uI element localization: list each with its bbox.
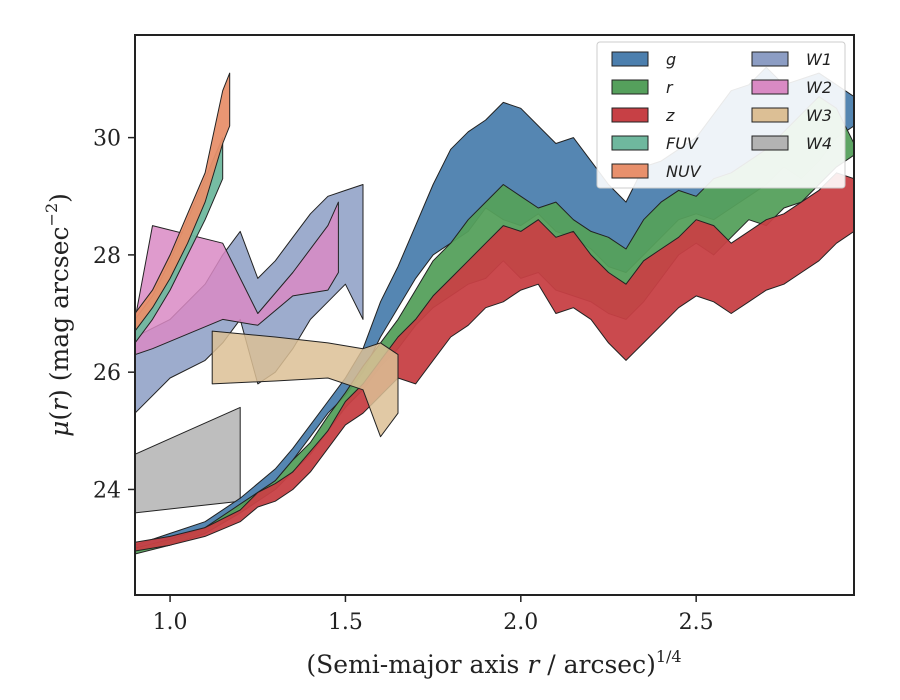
area-nuv [135, 72, 231, 332]
legend-label-w1: W1 [806, 50, 832, 69]
legend: grz FUV NUV W1 W2 W3 W4 [596, 41, 846, 189]
y-axis-label: μ(r) (mag arcsec−2) [42, 193, 74, 437]
plot-frame [134, 34, 855, 596]
area-w3 [211, 330, 399, 438]
x-tick-label: 1.5 [328, 610, 363, 635]
legend-label-w2: W2 [806, 78, 832, 97]
legend-swatch-r [611, 79, 649, 95]
legend-swatch-nuv [611, 163, 649, 179]
legend-label-nuv: NUV [666, 162, 702, 181]
legend-swatch-g [611, 51, 649, 67]
y-axis-ticks: 24 26 28 30 [93, 127, 135, 503]
legend-box [596, 41, 846, 189]
legend-swatch-w2 [751, 79, 789, 95]
legend-label-r: r [666, 78, 674, 97]
x-tick-label: 2.5 [679, 610, 714, 635]
legend-swatch-w3 [751, 107, 789, 123]
y-tick-label: 24 [93, 478, 121, 503]
legend-swatch-w1 [751, 51, 789, 67]
x-tick-label: 2.0 [503, 610, 538, 635]
legend-label-z: z [665, 106, 675, 125]
y-tick-label: 28 [93, 244, 121, 269]
x-axis-label: (Semi-major axis r / arcsec)1/4 [306, 647, 681, 679]
legend-label-w4: W4 [806, 134, 832, 153]
area-z [135, 172, 854, 552]
x-axis-ticks: 1.0 1.5 2.0 2.5 [153, 595, 714, 635]
y-tick-label: 26 [93, 361, 121, 386]
x-tick-label: 1.0 [153, 610, 188, 635]
legend-swatch-w4 [751, 135, 789, 151]
legend-label-w3: W3 [806, 106, 832, 125]
y-tick-label: 30 [93, 127, 121, 152]
legend-label-g: g [666, 50, 676, 69]
legend-swatch-z [611, 107, 649, 123]
area-w4 [135, 406, 241, 514]
legend-label-fuv: FUV [666, 134, 699, 153]
legend-swatch-fuv [611, 135, 649, 151]
